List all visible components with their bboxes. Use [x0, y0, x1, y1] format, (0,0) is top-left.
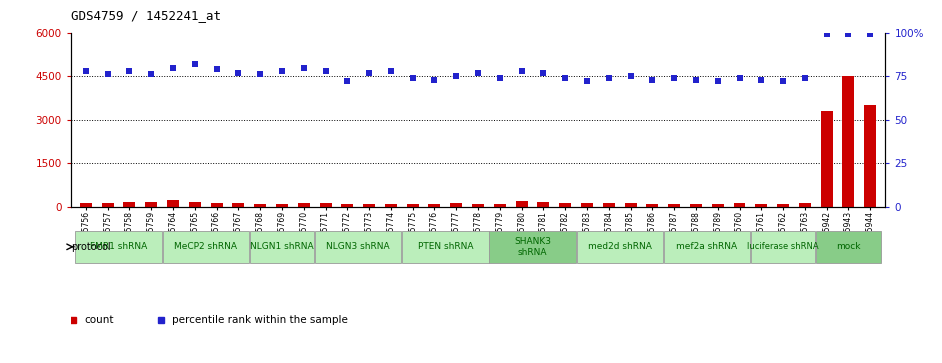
Point — [863, 32, 878, 37]
Bar — [842, 76, 854, 207]
Bar — [712, 204, 723, 207]
Bar — [668, 204, 680, 207]
Bar — [315, 231, 401, 263]
Point — [231, 70, 246, 76]
Text: GDS4759 / 1452241_at: GDS4759 / 1452241_at — [71, 9, 220, 22]
Bar — [490, 231, 576, 263]
Bar — [341, 204, 353, 207]
Bar — [402, 231, 489, 263]
Bar — [690, 204, 702, 207]
Point — [732, 75, 747, 81]
Bar — [123, 202, 136, 207]
Point — [689, 77, 704, 83]
Bar — [799, 203, 811, 207]
Point — [470, 70, 485, 76]
Bar — [755, 204, 768, 207]
Bar — [603, 203, 615, 207]
Bar — [646, 204, 658, 207]
Point — [775, 78, 790, 84]
Bar — [864, 105, 876, 207]
Point — [579, 78, 594, 84]
Bar — [80, 203, 92, 207]
Point — [296, 65, 311, 70]
Point — [448, 73, 463, 79]
Bar — [102, 203, 114, 207]
Point — [78, 68, 93, 74]
Text: FMR1 shRNA: FMR1 shRNA — [89, 242, 147, 251]
Bar — [188, 202, 201, 207]
Text: mock: mock — [836, 242, 861, 251]
Text: count: count — [85, 315, 114, 325]
Bar — [407, 204, 418, 207]
Point — [427, 77, 442, 83]
Bar — [494, 204, 506, 207]
Point — [797, 75, 812, 81]
Point — [274, 68, 289, 74]
Bar — [385, 204, 397, 207]
Bar — [450, 203, 463, 207]
Bar — [577, 231, 663, 263]
Bar — [472, 204, 484, 207]
Point — [166, 65, 181, 70]
Bar — [560, 203, 571, 207]
Point — [645, 77, 660, 83]
Point — [318, 68, 333, 74]
Bar — [429, 204, 441, 207]
Point — [493, 75, 508, 81]
Text: percentile rank within the sample: percentile rank within the sample — [172, 315, 349, 325]
Text: NLGN1 shRNA: NLGN1 shRNA — [251, 242, 314, 251]
Point — [601, 75, 616, 81]
Bar — [664, 231, 750, 263]
Point — [100, 72, 115, 77]
Bar — [515, 201, 528, 207]
Point — [514, 68, 529, 74]
Point — [754, 77, 769, 83]
Bar — [816, 231, 881, 263]
Bar — [734, 203, 745, 207]
Text: SHANK3
shRNA: SHANK3 shRNA — [514, 237, 551, 257]
Point — [122, 68, 137, 74]
Bar — [163, 231, 249, 263]
Point — [558, 75, 573, 81]
Point — [841, 32, 856, 37]
Point — [536, 70, 551, 76]
Point — [209, 66, 224, 72]
Bar — [298, 203, 310, 207]
Point — [187, 61, 203, 67]
Point — [362, 70, 377, 76]
Text: MeCP2 shRNA: MeCP2 shRNA — [174, 242, 237, 251]
Text: med2d shRNA: med2d shRNA — [588, 242, 652, 251]
Text: NLGN3 shRNA: NLGN3 shRNA — [327, 242, 390, 251]
Bar — [777, 204, 789, 207]
Text: PTEN shRNA: PTEN shRNA — [417, 242, 473, 251]
Bar — [538, 202, 549, 207]
Bar — [820, 111, 833, 207]
Point — [144, 72, 159, 77]
Bar — [75, 231, 162, 263]
Point — [383, 68, 398, 74]
Bar — [145, 202, 157, 207]
Bar — [276, 204, 288, 207]
Point — [252, 72, 268, 77]
Bar — [319, 203, 332, 207]
Bar — [211, 203, 222, 207]
Point — [340, 78, 355, 84]
Bar — [363, 204, 375, 207]
Bar — [233, 203, 244, 207]
Text: luciferase shRNA: luciferase shRNA — [747, 242, 819, 251]
Bar — [625, 203, 637, 207]
Bar — [751, 231, 816, 263]
Point — [820, 32, 835, 37]
Bar — [167, 200, 179, 207]
Point — [667, 75, 682, 81]
Bar — [254, 204, 267, 207]
Point — [710, 78, 725, 84]
Bar — [250, 231, 315, 263]
Point — [405, 75, 420, 81]
Point — [623, 73, 638, 79]
Text: mef2a shRNA: mef2a shRNA — [676, 242, 738, 251]
Bar — [581, 203, 593, 207]
Text: protocol: protocol — [71, 242, 111, 252]
